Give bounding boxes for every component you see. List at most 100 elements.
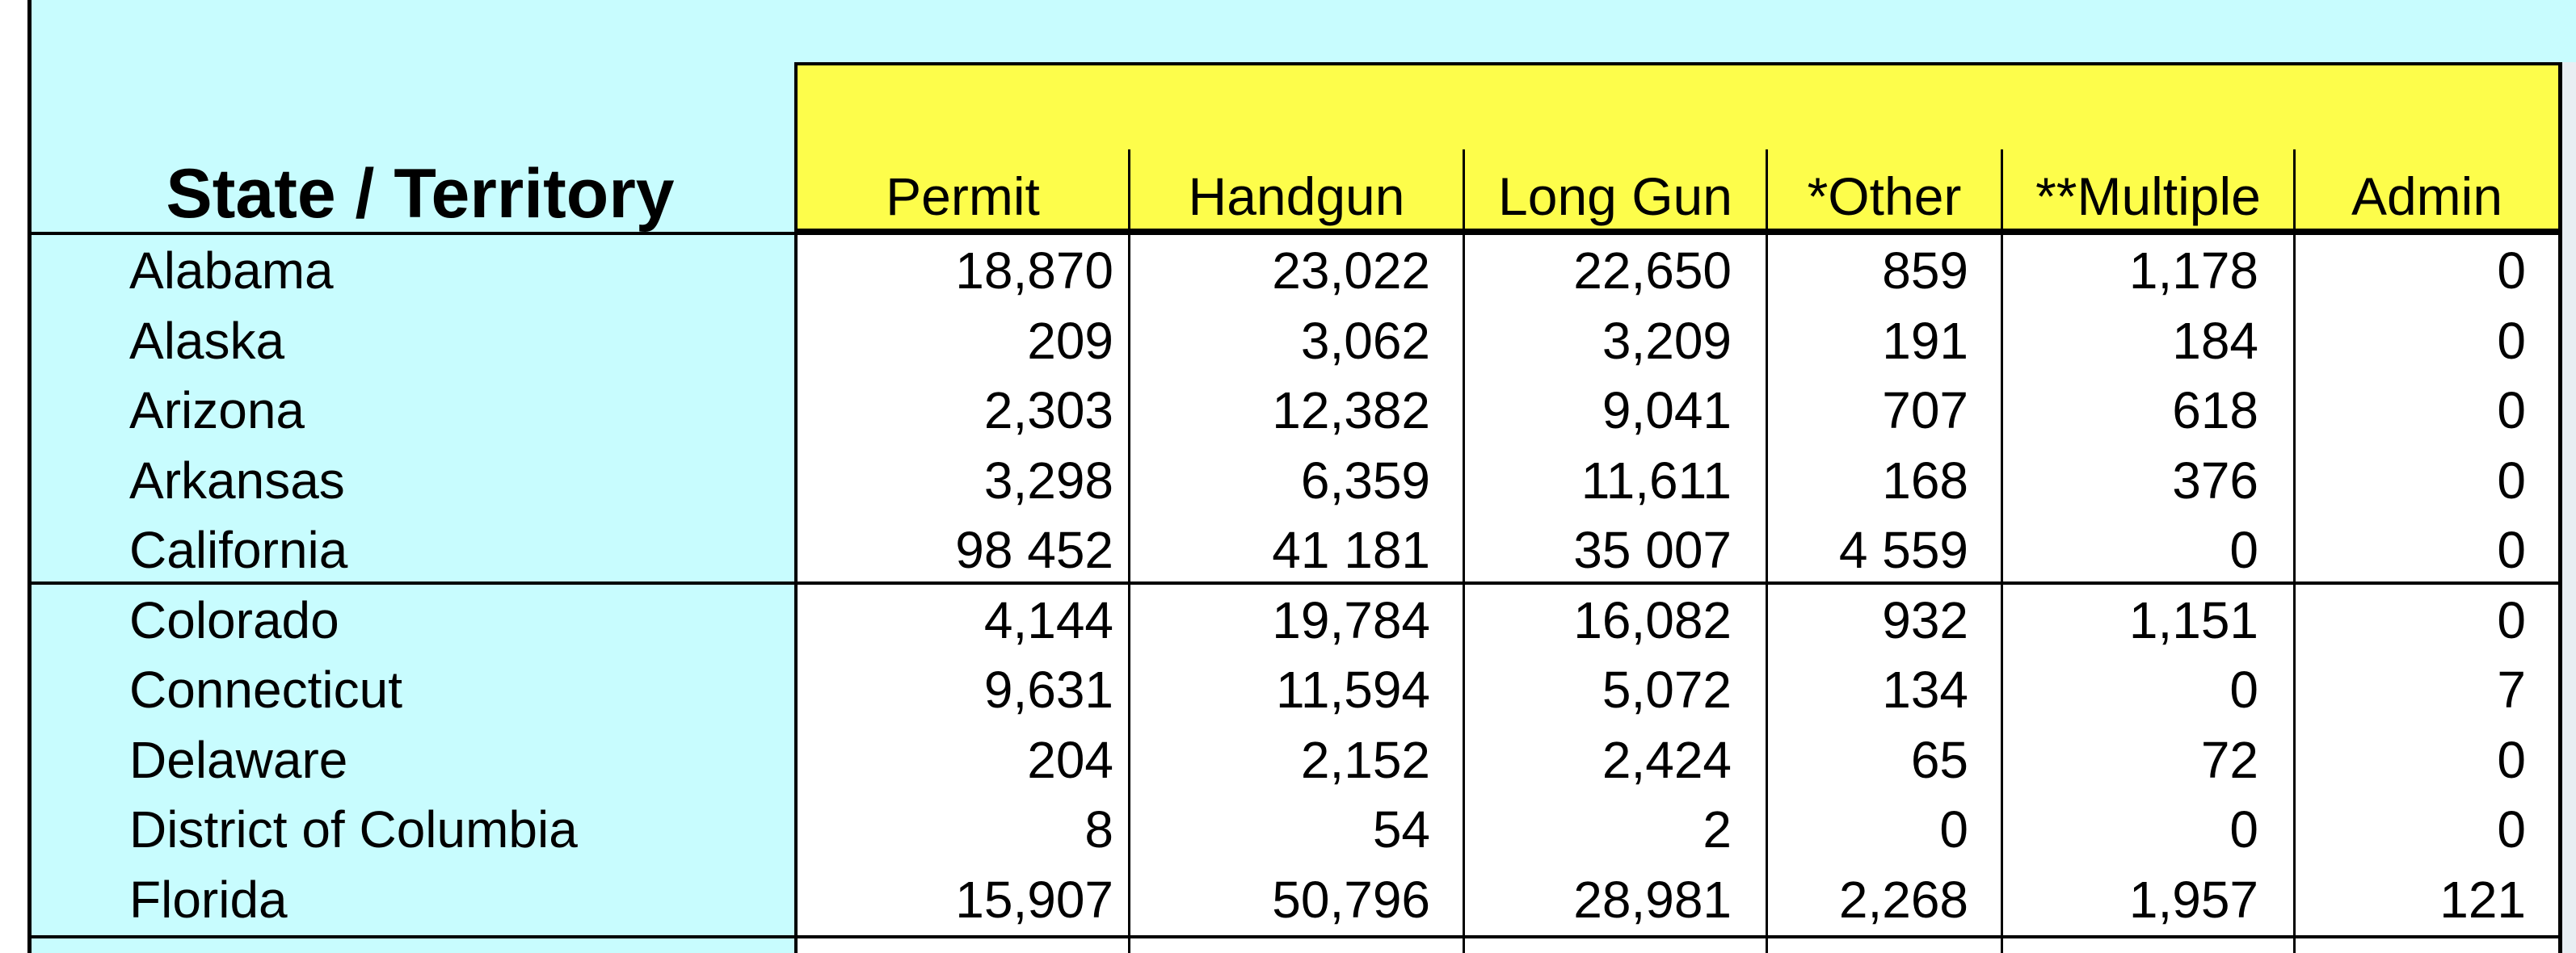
state-name-cell: Colorado xyxy=(129,590,339,649)
value-cell: 1,957 xyxy=(2128,870,2258,929)
value-cell: 6,359 xyxy=(1300,451,1430,510)
value-cell: 1,178 xyxy=(2128,241,2258,300)
value-cell: 41 181 xyxy=(1272,521,1430,579)
state-territory-header: State / Territory xyxy=(166,155,675,233)
column-divider xyxy=(1463,232,1465,953)
value-cell: 28,981 xyxy=(1573,870,1732,929)
state-name-cell: Alaska xyxy=(129,311,285,370)
next-column-edge xyxy=(2558,62,2576,953)
value-cell: 0 xyxy=(2497,590,2526,649)
header-divider xyxy=(1128,149,1130,232)
column-divider xyxy=(1128,232,1130,953)
value-cell: 4,144 xyxy=(983,590,1113,649)
left-border-line xyxy=(27,0,32,953)
table-body xyxy=(794,232,2558,953)
table-row: Alaska 209 3,062 3,209 191 184 0 xyxy=(0,306,2558,376)
value-cell: 3,209 xyxy=(1602,311,1732,370)
value-cell: 3,298 xyxy=(983,451,1113,510)
column-header-admin: Admin xyxy=(2351,166,2503,226)
value-cell: 65 xyxy=(1910,730,1968,789)
value-cell: 98 452 xyxy=(955,521,1113,579)
value-cell: 204 xyxy=(1027,730,1113,789)
state-name-cell: District of Columbia xyxy=(129,800,578,859)
table-row: District of Columbia 8 54 2 0 0 0 xyxy=(0,795,2558,865)
value-cell: 168 xyxy=(1882,451,1968,510)
group-rule xyxy=(27,935,2558,938)
table-row: Arkansas 3,298 6,359 11,611 168 376 0 xyxy=(0,446,2558,516)
value-cell: 134 xyxy=(1882,661,1968,719)
column-header-band xyxy=(794,62,2558,232)
value-cell: 3,062 xyxy=(1300,311,1430,370)
column-divider xyxy=(2293,232,2296,953)
value-cell: 22,650 xyxy=(1573,241,1732,300)
table-row: California 98 452 41 181 35 007 4 559 0 0 xyxy=(0,515,2558,586)
header-divider xyxy=(1463,149,1465,232)
value-cell: 0 xyxy=(2229,661,2258,719)
value-cell: 1,151 xyxy=(2128,590,2258,649)
value-cell: 209 xyxy=(1027,311,1113,370)
value-cell: 932 xyxy=(1882,590,1968,649)
value-cell: 191 xyxy=(1882,311,1968,370)
table-row: Alabama 18,870 23,022 22,650 859 1,178 0 xyxy=(0,236,2558,306)
value-cell: 618 xyxy=(2172,381,2258,439)
state-name-cell: Connecticut xyxy=(129,661,402,719)
header-bottom-rule xyxy=(27,232,2558,235)
value-cell: 0 xyxy=(2497,241,2526,300)
column-divider xyxy=(2001,232,2003,953)
column-header-multiple: **Multiple xyxy=(2035,166,2261,226)
value-cell: 18,870 xyxy=(955,241,1113,300)
table-row: Delaware 204 2,152 2,424 65 72 0 xyxy=(0,725,2558,796)
value-cell: 8 xyxy=(1084,800,1113,859)
value-cell: 12,382 xyxy=(1272,381,1430,439)
value-cell: 376 xyxy=(2172,451,2258,510)
value-cell: 2,152 xyxy=(1300,730,1430,789)
value-cell: 5,072 xyxy=(1602,661,1732,719)
value-cell: 11,594 xyxy=(1276,661,1430,719)
value-cell: 2,303 xyxy=(983,381,1113,439)
value-cell: 0 xyxy=(2229,800,2258,859)
value-cell: 4 559 xyxy=(1838,521,1968,579)
value-cell: 11,611 xyxy=(1581,451,1732,510)
value-cell: 2 xyxy=(1703,800,1732,859)
left-margin xyxy=(0,0,27,953)
value-cell: 7 xyxy=(2497,661,2526,719)
value-cell: 0 xyxy=(2497,451,2526,510)
state-name-cell: Florida xyxy=(129,870,288,929)
value-cell: 0 xyxy=(2229,521,2258,579)
value-cell: 9,631 xyxy=(983,661,1113,719)
value-cell: 184 xyxy=(2172,311,2258,370)
value-cell: 0 xyxy=(2497,800,2526,859)
group-rule xyxy=(27,581,2558,585)
value-cell: 0 xyxy=(1939,800,1968,859)
table-row: Connecticut 9,631 11,594 5,072 134 0 7 xyxy=(0,655,2558,725)
value-cell: 72 xyxy=(2200,730,2258,789)
value-cell: 15,907 xyxy=(955,870,1113,929)
value-cell: 2,268 xyxy=(1838,870,1968,929)
value-cell: 19,784 xyxy=(1272,590,1430,649)
value-cell: 121 xyxy=(2439,870,2526,929)
header-divider xyxy=(2293,149,2296,232)
value-cell: 0 xyxy=(2497,381,2526,439)
table-row: Arizona 2,303 12,382 9,041 707 618 0 xyxy=(0,376,2558,446)
value-cell: 2,424 xyxy=(1602,730,1732,789)
value-cell: 35 007 xyxy=(1573,521,1732,579)
state-name-cell: Arizona xyxy=(129,381,305,439)
value-cell: 707 xyxy=(1882,381,1968,439)
state-name-cell: California xyxy=(129,521,348,579)
value-cell: 9,041 xyxy=(1602,381,1732,439)
column-header-handgun: Handgun xyxy=(1188,166,1405,226)
value-cell: 0 xyxy=(2497,730,2526,789)
table-row: Colorado 4,144 19,784 16,082 932 1,151 0 xyxy=(0,586,2558,656)
state-name-cell: Delaware xyxy=(129,730,348,789)
state-name-cell: Arkansas xyxy=(129,451,345,510)
state-name-cell: Alabama xyxy=(129,241,334,300)
value-cell: 16,082 xyxy=(1573,590,1732,649)
value-cell: 50,796 xyxy=(1272,870,1430,929)
column-header-permit: Permit xyxy=(886,166,1040,226)
value-cell: 54 xyxy=(1372,800,1430,859)
table-row: Florida 15,907 50,796 28,981 2,268 1,957 121 xyxy=(0,865,2558,935)
column-divider xyxy=(1766,232,1768,953)
value-cell: 0 xyxy=(2497,311,2526,370)
value-cell: 0 xyxy=(2497,521,2526,579)
header-divider xyxy=(2001,149,2003,232)
